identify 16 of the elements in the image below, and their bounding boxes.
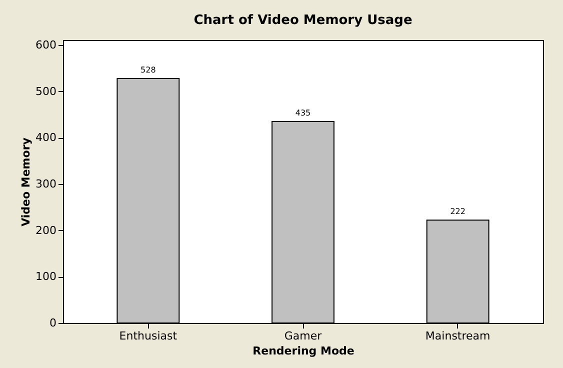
y-axis-title: Video Memory [20,138,33,226]
chart-title: Chart of Video Memory Usage [194,13,412,28]
y-tick-label: 300 [36,178,56,191]
data-label: 222 [450,207,466,216]
x-tick-label: Mainstream [425,330,490,342]
y-tick-label: 0 [50,316,56,330]
y-tick-label: 500 [36,84,56,98]
y-tick-label: 600 [36,38,56,52]
y-tick-label: 200 [36,224,56,237]
data-label: 528 [140,65,156,74]
x-tick-label: Enthusiast [119,330,178,342]
data-label: 435 [295,108,311,118]
y-tick-label: 400 [36,131,56,144]
x-tick-label: Gamer [284,330,322,342]
x-axis-title: Rendering Mode [252,344,354,358]
y-tick-label: 100 [36,270,56,284]
